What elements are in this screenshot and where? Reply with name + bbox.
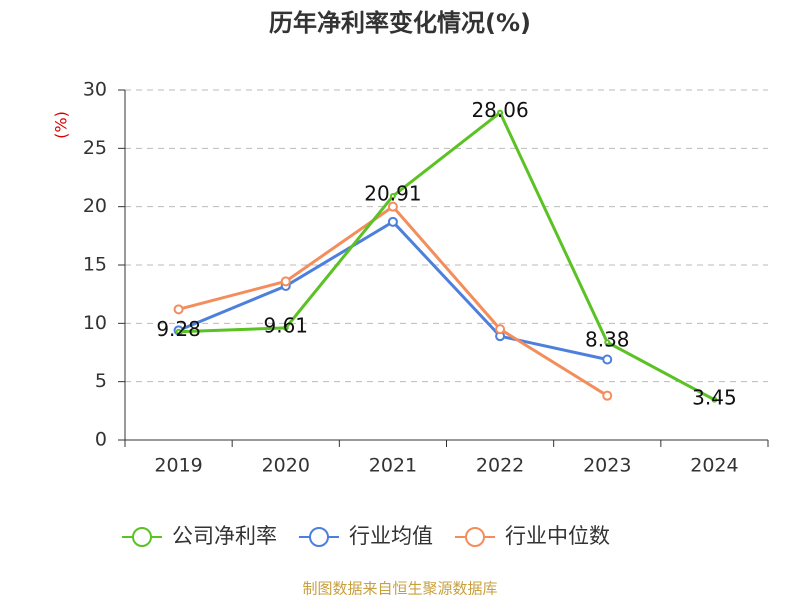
point [387, 216, 398, 227]
point [175, 328, 182, 335]
data-label: 28.06 [471, 98, 528, 122]
point [387, 201, 398, 212]
x-tick-label: 2023 [583, 455, 631, 477]
legend-marker [465, 527, 485, 547]
source-note: 制图数据来自恒生聚源数据库 [302, 580, 497, 598]
point [280, 276, 291, 287]
data-label: 8.38 [585, 328, 630, 352]
x-tick-label: 2024 [690, 455, 738, 477]
point [711, 396, 718, 403]
x-tick-label: 2019 [154, 455, 202, 477]
point [497, 109, 504, 116]
series-line [178, 204, 609, 397]
chart-title: 历年净利率变化情况(%) [269, 9, 531, 37]
y-tick-label: 20 [83, 195, 107, 217]
y-tick-label: 25 [83, 137, 107, 159]
legend-label: 公司净利率 [172, 524, 277, 548]
series-line [178, 219, 608, 361]
y-tick-label: 10 [83, 312, 107, 334]
legend-marker [132, 527, 152, 547]
x-tick-label: 2022 [476, 455, 524, 477]
point [602, 390, 613, 401]
x-tick-label: 2020 [262, 455, 310, 477]
data-label: 9.61 [263, 313, 308, 337]
y-tick-label: 5 [95, 370, 107, 392]
point [604, 339, 611, 346]
y-axis-label: (%) [52, 111, 71, 139]
point [282, 324, 289, 331]
y-tick-label: 15 [83, 254, 107, 276]
data-label: 3.45 [692, 385, 737, 409]
point [602, 354, 613, 365]
legend-label: 行业均值 [349, 524, 433, 548]
series-line [178, 110, 716, 402]
legend-marker [309, 527, 329, 547]
x-tick-label: 2021 [369, 455, 417, 477]
y-tick-label: 0 [95, 429, 107, 451]
point [173, 304, 184, 315]
point [389, 193, 396, 200]
data-label: 9.28 [156, 317, 201, 341]
y-tick-label: 30 [83, 79, 107, 101]
legend-label: 行业中位数 [505, 524, 610, 548]
data-label: 20.91 [364, 182, 421, 206]
point [495, 324, 506, 335]
